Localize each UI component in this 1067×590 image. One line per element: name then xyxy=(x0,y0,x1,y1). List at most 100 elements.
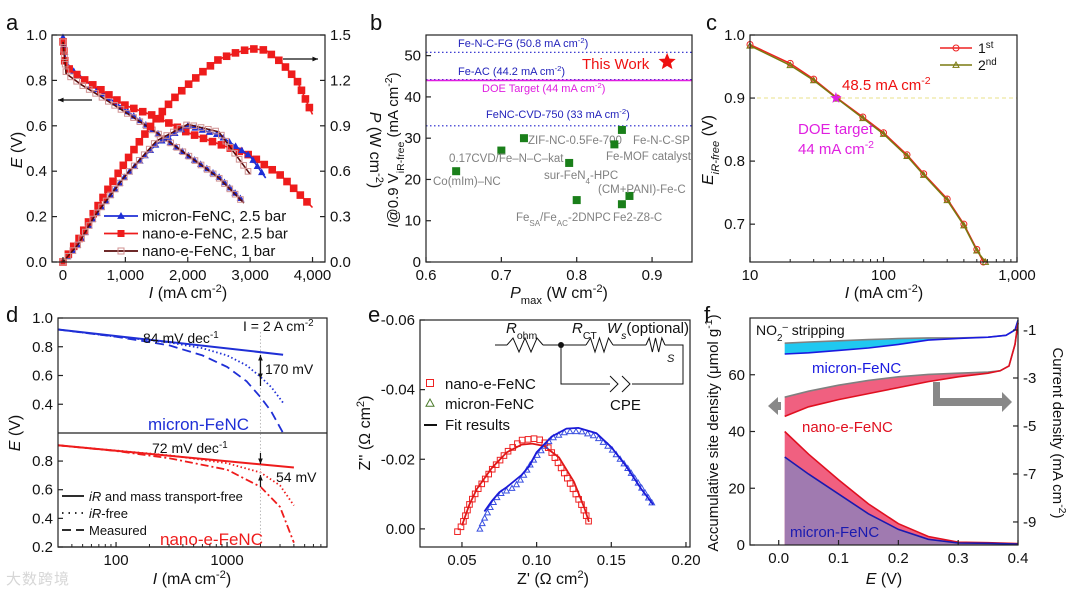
series-E-point xyxy=(303,198,311,206)
panel-a-ylabel: E (V) xyxy=(9,132,26,168)
series-P-point xyxy=(74,241,81,249)
micron-FeNC-dotted-curve xyxy=(57,328,284,404)
panel-f-y2tick-label: -3 xyxy=(1023,370,1036,387)
impedance-point xyxy=(620,459,628,467)
series-P-point xyxy=(218,131,225,139)
panel-d-ytick-label: 0.6 xyxy=(32,482,53,499)
series-P-point xyxy=(125,168,133,175)
panel-b-ytick-label: 50 xyxy=(404,48,421,65)
legend-label: 1st xyxy=(978,40,994,57)
panel-a-ytick-label: 0.4 xyxy=(26,163,47,180)
impedance-point xyxy=(478,519,486,527)
polarization-point xyxy=(903,151,911,159)
series-E-point xyxy=(105,98,112,105)
panel-b-xtick-label: 0.7 xyxy=(491,267,512,284)
panel-e-ylabel: Z'' (Ω cm2) xyxy=(355,396,374,471)
panel-c-xtick-label: 10 xyxy=(742,267,759,284)
series-E-point xyxy=(260,160,269,169)
panel-a-ytick-label: 1.0 xyxy=(26,27,47,44)
series-E-point xyxy=(173,144,181,151)
left-axis-arrow-head xyxy=(58,97,64,103)
series-P-point xyxy=(250,45,258,53)
series-E-point xyxy=(73,70,81,79)
panel-b-letter: b xyxy=(370,10,382,35)
series-E-point xyxy=(165,119,173,127)
loss-arrow-down-head xyxy=(258,458,263,464)
series-P-point xyxy=(135,137,144,146)
polarization-point xyxy=(972,246,981,254)
warburg-label: Ws(optional) xyxy=(607,320,689,342)
voltage-loss-label: 170 mV xyxy=(265,361,314,377)
panel-b-ytick-label: 30 xyxy=(404,130,421,147)
data-point xyxy=(497,146,506,155)
panel-e-letter: e xyxy=(368,302,380,327)
series-P-point xyxy=(109,177,117,186)
legend-label: nano-e-FeNC, 1 bar xyxy=(142,243,275,260)
warburg-symbol xyxy=(645,336,666,353)
nano-e-FeNC-dotted-curve xyxy=(57,444,295,507)
series-E-point xyxy=(191,157,199,164)
panel-a-ytick-label: 0.2 xyxy=(26,209,47,226)
series-P-point xyxy=(244,150,252,158)
series-P-point xyxy=(98,203,105,211)
reference-line-label: Fe-N-C-FG (50.8 mA cm-2) xyxy=(458,36,588,51)
right-axis-arrow-head xyxy=(312,56,318,62)
data-point xyxy=(617,125,626,134)
series-P-point xyxy=(226,143,234,151)
series-E-point xyxy=(203,166,211,173)
panel-c-xtick-label: 1,000 xyxy=(998,267,1036,284)
polarization-point xyxy=(920,170,928,178)
series-P-point xyxy=(135,156,143,164)
panel-e-xlabel: Z' (Ω cm2) xyxy=(517,569,589,588)
series-P-point xyxy=(305,103,314,112)
data-point-label: Fe-N-C-SP xyxy=(633,135,690,147)
series-P-point xyxy=(197,124,205,131)
panel-f-xtick-label: 0.1 xyxy=(828,550,849,567)
panel-e-xtick-label: 0.05 xyxy=(447,552,476,569)
panel-a-y2label: P (W cm-2) xyxy=(366,112,385,189)
panel-a-xtick-label: 2,000 xyxy=(169,267,207,284)
series-P-point xyxy=(184,80,193,88)
impedance-point xyxy=(560,428,568,436)
impedance-point xyxy=(569,485,577,493)
legend-marker xyxy=(117,247,125,255)
panel-d-ytick-label: 0.6 xyxy=(32,368,53,385)
panel-d-ytick-label: 1.0 xyxy=(32,310,53,327)
impedance-point xyxy=(483,508,492,516)
series-E-point xyxy=(61,53,68,61)
series-E-point xyxy=(136,118,144,125)
panel-d-letter: d xyxy=(6,302,18,327)
series-E-point xyxy=(67,73,74,81)
panel-f-y2label: Current density (mA cm-2) xyxy=(1049,347,1067,518)
legend-label: micron-FeNC xyxy=(445,396,534,413)
panel-d-ytick-label: 0.4 xyxy=(32,396,53,413)
series-E-point xyxy=(147,111,156,119)
panel-f-y2tick-label: -9 xyxy=(1023,514,1036,531)
polarization-point xyxy=(858,114,867,122)
panel-a-frame xyxy=(51,34,326,263)
panel-f-ytick-label: 60 xyxy=(728,367,745,384)
series-P-point xyxy=(183,121,190,129)
series-E-point xyxy=(61,60,69,68)
nano-e-FeNC-current-line xyxy=(784,322,1019,418)
tafel-slope-label: 84 mV dec-1 xyxy=(143,330,219,347)
panel-b-xtick-label: 0.6 xyxy=(416,267,437,284)
panel-b-xtick-label: 0.9 xyxy=(642,267,663,284)
reference-line-label: DOE Target (44 mA cm-2) xyxy=(482,81,605,96)
panel-b-ytick-label: 20 xyxy=(404,171,421,188)
series-E-point xyxy=(197,161,205,169)
polarization-point xyxy=(879,129,888,137)
series-E-point xyxy=(62,68,70,75)
panel-a-y2tick-label: 0.6 xyxy=(330,163,351,180)
subplot-name-label: nano-e-FeNC xyxy=(160,530,263,549)
series-P-point xyxy=(205,125,212,133)
legend-marker xyxy=(952,44,960,52)
reference-line-label: Fe-AC (44.2 mA cm-2) xyxy=(458,64,565,79)
panel-c-xlabel: I (mA cm-2) xyxy=(845,283,923,302)
series-E-point xyxy=(185,152,193,160)
panel-f-ytick-label: 0 xyxy=(737,537,745,554)
panel-f-ylabel: Accumulative site density (μmol g-1) xyxy=(703,314,722,551)
series-E-point xyxy=(111,102,118,109)
circuit-wire xyxy=(632,344,684,385)
series-P-point xyxy=(244,168,252,175)
